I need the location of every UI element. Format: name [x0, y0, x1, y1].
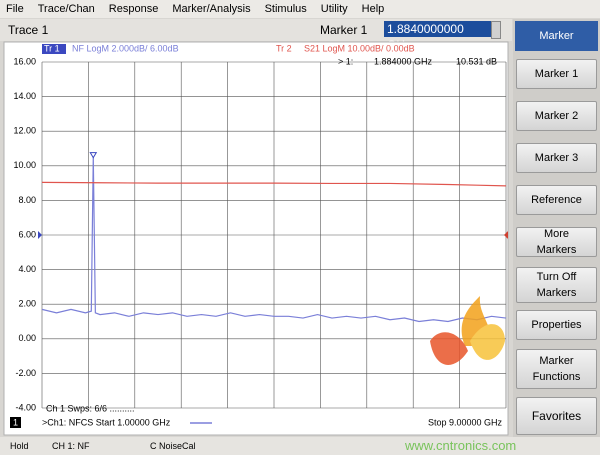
softkey[interactable]: Marker 3 [516, 143, 597, 173]
y-tick-label: 8.00 [18, 195, 36, 205]
softkey[interactable]: More Markers [516, 227, 597, 257]
softkey[interactable]: Reference [516, 185, 597, 215]
y-tick-label: 6.00 [18, 229, 36, 239]
reference-arrow [504, 231, 508, 239]
chart-frame [3, 41, 509, 436]
softkey-title: Marker [515, 21, 598, 51]
menu-item[interactable]: File [6, 3, 24, 15]
spin-button[interactable] [491, 21, 501, 39]
logo [430, 296, 505, 365]
trace-line [41, 181, 507, 187]
trace-name: Tr 1 [44, 43, 60, 53]
softkey[interactable]: Favorites [516, 397, 597, 435]
sweep-count: Ch 1 Swps: 6/6 .......... [46, 403, 135, 413]
channel-number: 1 [13, 417, 18, 427]
marker-readout-value: 10.531 dB [456, 56, 497, 66]
y-tick-label: 10.00 [13, 160, 36, 170]
trace-line [41, 156, 507, 323]
menu-item[interactable]: Utility [320, 3, 348, 15]
y-tick-label: 16.00 [13, 56, 36, 66]
trace-badge [42, 44, 66, 54]
marker-entry[interactable]: 1.8840000000 GHz [384, 21, 491, 52]
y-tick-label: 14.00 [13, 91, 36, 101]
marker-readout-x: 1.884000 GHz [374, 56, 433, 66]
y-tick-label: -4.00 [15, 402, 36, 412]
marker-label: Marker 1 [320, 23, 368, 37]
status-bar: Hold CH 1: NF C NoiseCal www.cntronics.c… [0, 437, 600, 455]
start-label: >Ch1: NFCS Start 1.00000 GHz [42, 417, 171, 427]
toolbar: Trace 1 Marker 1 1.8840000000 GHz [0, 19, 512, 52]
softkey-panel: Marker Marker 1 Marker 2 Marker 3 Reference… [513, 19, 600, 437]
trace-label: S21 LogM 10.00dB/ 0.00dB [304, 43, 415, 53]
y-tick-label: 12.00 [13, 126, 36, 136]
trace-name: Tr 2 [276, 43, 292, 53]
softkey[interactable]: Marker 1 [516, 59, 597, 89]
status-item: CH 1: NF [52, 441, 90, 451]
menu-item[interactable]: Trace/Chan [37, 3, 95, 15]
y-tick-label: -2.00 [15, 368, 36, 378]
softkey[interactable]: Turn Off Markers [516, 267, 597, 303]
softkey[interactable]: Marker Functions [516, 349, 597, 389]
chart: 16.00 14.00 12.00 10.00 8.00 6.00 4.00 2.00 0.00… [3, 41, 509, 436]
menu-item[interactable]: Help [361, 3, 385, 15]
menu-item[interactable]: Marker/Analysis [172, 3, 251, 15]
menu-item[interactable]: Stimulus [264, 3, 307, 15]
y-tick-label: 0.00 [18, 333, 36, 343]
status-item: Hold [10, 441, 29, 451]
menu-bar: File Trace/Chan Response Marker/Analysis Sti… [0, 0, 600, 18]
softkey[interactable]: Marker 2 [516, 101, 597, 131]
channel-badge [10, 417, 21, 428]
y-tick-label: 4.00 [18, 264, 36, 274]
menu-item[interactable]: Response [108, 3, 159, 15]
status-item: C NoiseCal [150, 441, 196, 451]
marker-readout-label: > 1: [338, 56, 353, 66]
watermark: www.cntronics.com [405, 438, 517, 453]
trace-label: NF LogM 2.000dB/ 6.00dB [72, 43, 179, 53]
y-tick-label: 2.00 [18, 299, 36, 309]
marker-symbol [89, 152, 98, 159]
reference-arrow [38, 231, 42, 239]
softkey[interactable]: Properties [516, 310, 597, 340]
stop-label: Stop 9.00000 GHz [428, 417, 503, 427]
trace-selector[interactable]: Trace 1 [8, 23, 49, 37]
